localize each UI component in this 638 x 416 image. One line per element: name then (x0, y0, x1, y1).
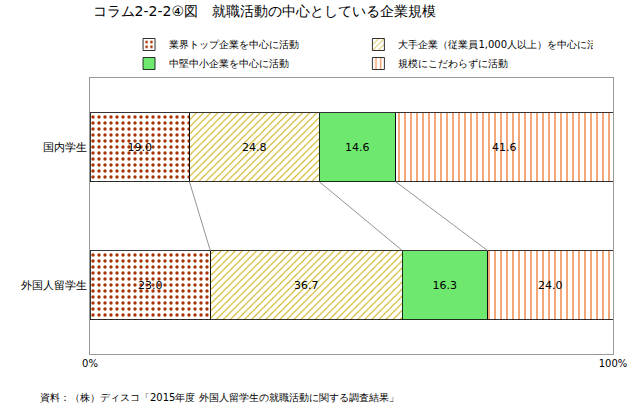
svg-text:大手企業（従業員1,000人以上）を中心に活動: 大手企業（従業員1,000人以上）を中心に活動 (398, 39, 593, 50)
svg-text:中堅中小企業を中心に活動: 中堅中小企業を中心に活動 (169, 58, 289, 69)
svg-text:外国人留学生: 外国人留学生 (21, 279, 87, 292)
svg-text:16.3: 16.3 (433, 279, 458, 292)
svg-text:資料：（株）ディスコ「2015年度 外国人留学生の就職活動に: 資料：（株）ディスコ「2015年度 外国人留学生の就職活動に関する調査結果」 (40, 392, 399, 403)
svg-text:23.0: 23.0 (138, 279, 163, 292)
svg-text:0%: 0% (82, 358, 98, 369)
svg-text:国内学生: 国内学生 (43, 141, 87, 154)
svg-text:19.0: 19.0 (127, 141, 152, 154)
svg-text:24.8: 24.8 (242, 141, 267, 154)
svg-text:24.0: 24.0 (538, 279, 563, 292)
svg-text:100%: 100% (599, 358, 628, 369)
svg-text:41.6: 41.6 (492, 141, 516, 154)
svg-text:規模にこだわらずに活動: 規模にこだわらずに活動 (398, 58, 508, 70)
svg-text:コラム2-2-2④図 就職活動の中心としている企業規模: コラム2-2-2④図 就職活動の中心としている企業規模 (93, 3, 436, 19)
svg-text:業界トップ企業を中心に活動: 業界トップ企業を中心に活動 (169, 39, 299, 50)
svg-text:14.6: 14.6 (345, 141, 370, 154)
svg-text:36.7: 36.7 (294, 279, 319, 292)
